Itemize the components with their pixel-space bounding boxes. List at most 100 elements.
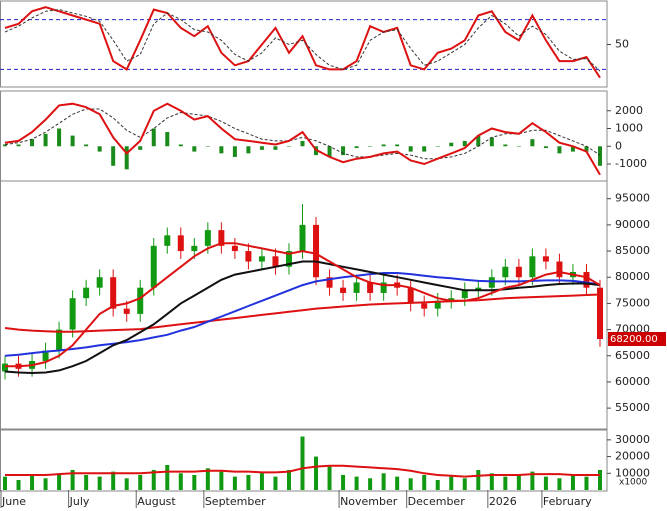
bar (124, 478, 129, 490)
bar (341, 474, 346, 490)
y-tick-label: 80000 (615, 270, 650, 283)
bar (151, 128, 156, 147)
candle-body (502, 266, 509, 278)
series-line (5, 464, 600, 478)
bar (84, 474, 89, 490)
bar (476, 135, 481, 147)
bar (462, 140, 467, 147)
bar (503, 144, 508, 147)
candle-body (367, 282, 374, 293)
bar (449, 476, 454, 490)
panel-frame (0, 429, 608, 492)
bar (273, 146, 278, 150)
bar (16, 479, 21, 490)
bar (462, 478, 467, 490)
bar (205, 468, 210, 490)
bar (3, 476, 7, 490)
candle-body (83, 287, 90, 299)
series-line (4, 9, 601, 72)
candle-body (231, 245, 238, 252)
candle-body (475, 287, 482, 291)
candle-body (515, 266, 522, 278)
candle-body (258, 256, 265, 262)
y-tick-label: 65000 (615, 349, 650, 362)
bar (111, 146, 116, 166)
bar (43, 478, 48, 490)
bar (584, 476, 589, 490)
y-tick-label: 30000 (615, 433, 650, 446)
bar (286, 469, 291, 490)
bar (246, 474, 251, 490)
candle-body (110, 277, 117, 309)
bar (165, 464, 170, 490)
bar (449, 142, 454, 147)
bar (138, 474, 143, 490)
candle-body (123, 308, 130, 314)
bar (219, 471, 224, 490)
bar (43, 133, 48, 147)
y-tick-label: 20000 (615, 450, 650, 463)
y-tick-label: 10000 (615, 466, 650, 479)
bar (124, 146, 129, 170)
candle-body (597, 287, 603, 340)
candle-body (285, 251, 292, 267)
y-tick-label: 95000 (615, 192, 650, 205)
candle-body (56, 329, 63, 351)
candle-body (96, 277, 103, 288)
y-tick-label: 75000 (615, 296, 650, 309)
y-tick-label: 1000 (615, 122, 643, 135)
candle-body (313, 224, 320, 278)
bar (300, 436, 305, 490)
y-tick-label: 60000 (615, 375, 650, 388)
panel-frame (0, 180, 608, 430)
series-line (4, 108, 601, 160)
bar (97, 476, 102, 490)
bar (489, 473, 494, 490)
bar (557, 146, 562, 154)
bar (3, 144, 7, 147)
y-tick-label: 2000 (615, 104, 643, 117)
bar (273, 476, 278, 490)
bar (192, 474, 197, 490)
series-line (5, 242, 601, 368)
bar (314, 456, 319, 490)
bar (435, 146, 440, 147)
candle-body (583, 271, 590, 288)
bar (84, 144, 89, 147)
x-tick-label: June (1, 495, 26, 508)
bar (395, 144, 400, 147)
y-tick-label: 90000 (615, 218, 650, 231)
candle-body (542, 256, 549, 262)
bar (300, 140, 305, 147)
bar (570, 474, 575, 490)
bar (530, 139, 535, 147)
y-tick-label: 50 (615, 38, 629, 51)
candle-body (353, 282, 360, 293)
bar (381, 144, 386, 147)
candle-body (488, 277, 495, 288)
bar (151, 469, 156, 490)
x-tick-label: November (340, 495, 398, 508)
bar (30, 139, 35, 147)
bar (259, 473, 264, 490)
bar (408, 146, 413, 152)
bar (584, 146, 589, 152)
bar (516, 146, 521, 147)
candle-body (218, 230, 225, 246)
bar (57, 473, 62, 490)
bar (259, 146, 264, 150)
bar (368, 146, 373, 147)
bar (408, 478, 413, 490)
bar (543, 146, 548, 149)
candle-body (340, 287, 347, 293)
series-line (4, 102, 601, 176)
candle-body (272, 256, 279, 267)
series-line (4, 272, 601, 357)
bar (232, 476, 237, 490)
candle-body (2, 363, 8, 372)
candle-body (556, 261, 563, 278)
bar (354, 146, 359, 149)
bar (232, 146, 237, 157)
bar (192, 146, 197, 152)
